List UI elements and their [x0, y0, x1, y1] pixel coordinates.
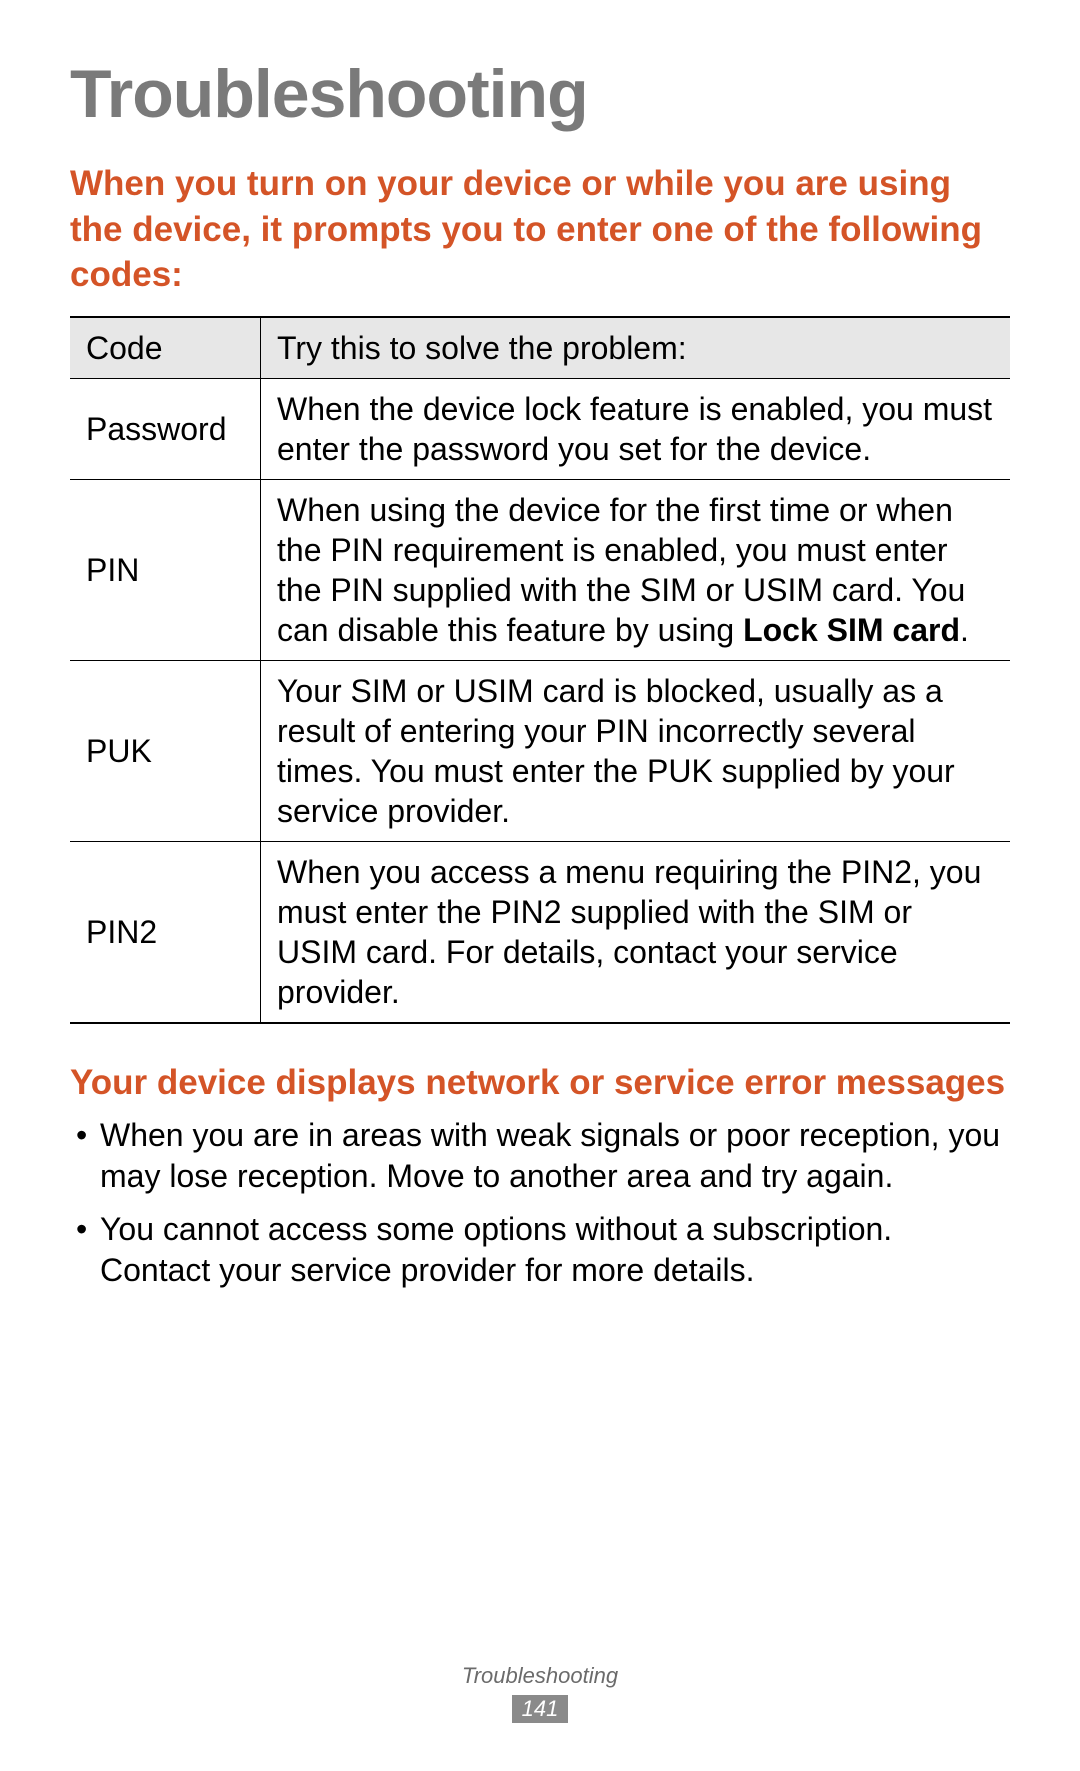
- list-item: When you are in areas with weak signals …: [70, 1115, 1010, 1197]
- table-row: PIN When using the device for the first …: [70, 479, 1010, 660]
- solution-text-bold: Lock SIM card: [743, 612, 960, 648]
- section-heading-codes: When you turn on your device or while yo…: [70, 161, 1010, 298]
- col-header-code: Code: [70, 317, 261, 379]
- cell-code: Password: [70, 378, 261, 479]
- footer-section-label: Troubleshooting: [0, 1663, 1080, 1689]
- bullet-list: When you are in areas with weak signals …: [70, 1115, 1010, 1291]
- cell-solution: When you access a menu requiring the PIN…: [261, 841, 1011, 1023]
- solution-text-post: .: [960, 612, 969, 648]
- page-footer: Troubleshooting 141: [0, 1663, 1080, 1723]
- table-row: PIN2 When you access a menu requiring th…: [70, 841, 1010, 1023]
- table-row: Password When the device lock feature is…: [70, 378, 1010, 479]
- cell-code: PIN2: [70, 841, 261, 1023]
- list-item: You cannot access some options without a…: [70, 1209, 1010, 1291]
- cell-code: PIN: [70, 479, 261, 660]
- page-title: Troubleshooting: [70, 55, 1010, 133]
- cell-solution: When the device lock feature is enabled,…: [261, 378, 1011, 479]
- manual-page: Troubleshooting When you turn on your de…: [0, 0, 1080, 1771]
- codes-table: Code Try this to solve the problem: Pass…: [70, 316, 1010, 1024]
- table-row: PUK Your SIM or USIM card is blocked, us…: [70, 660, 1010, 841]
- cell-solution: When using the device for the first time…: [261, 479, 1011, 660]
- cell-code: PUK: [70, 660, 261, 841]
- section-heading-network: Your device displays network or service …: [70, 1060, 1010, 1106]
- col-header-solution: Try this to solve the problem:: [261, 317, 1011, 379]
- page-number: 141: [512, 1695, 569, 1723]
- cell-solution: Your SIM or USIM card is blocked, usuall…: [261, 660, 1011, 841]
- table-header-row: Code Try this to solve the problem:: [70, 317, 1010, 379]
